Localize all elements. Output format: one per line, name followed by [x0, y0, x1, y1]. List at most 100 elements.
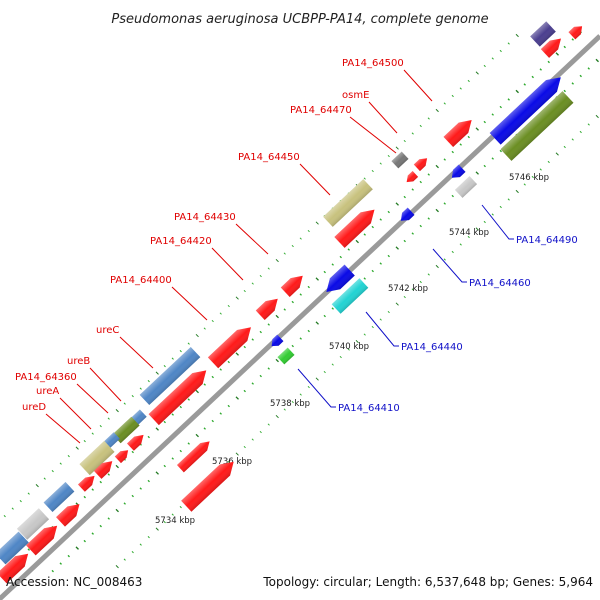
tick-mark	[275, 258, 279, 263]
tick-mark	[571, 82, 574, 85]
gene-shading	[391, 151, 409, 169]
tick-mark	[331, 263, 334, 266]
tick-mark	[307, 385, 310, 389]
tick-mark	[491, 157, 494, 160]
tick-mark	[507, 42, 510, 45]
tick-mark	[235, 396, 239, 400]
tick-mark	[339, 255, 342, 259]
tick-mark	[579, 74, 582, 78]
tick-mark	[203, 383, 206, 386]
tick-mark	[419, 224, 422, 228]
tick-mark	[83, 495, 86, 499]
tick-mark	[67, 455, 70, 458]
tick-mark	[243, 289, 246, 293]
gene-label: PA14_64450	[238, 152, 300, 163]
tick-mark	[547, 60, 550, 64]
tick-mark	[187, 342, 190, 345]
tick-mark	[379, 218, 382, 221]
tick-mark	[155, 471, 159, 475]
tick-mark	[403, 139, 406, 143]
tick-mark	[563, 89, 566, 93]
tick-mark	[99, 524, 102, 528]
tick-mark	[267, 323, 270, 326]
tick-mark	[131, 450, 134, 454]
gene-shading	[334, 209, 375, 248]
tick-mark	[411, 232, 414, 235]
tick-label: 5736 kbp	[212, 457, 252, 467]
tick-mark	[99, 424, 102, 428]
leader-line	[349, 116, 397, 154]
gene-feature	[127, 434, 144, 451]
gene-feature	[277, 347, 295, 365]
tick-mark	[379, 318, 382, 321]
tick-mark	[539, 68, 542, 71]
tick-mark	[139, 543, 142, 546]
gene-feature	[255, 298, 278, 320]
tick-mark	[259, 374, 262, 378]
tick-mark	[163, 420, 166, 424]
tick-mark	[131, 550, 134, 554]
tick-mark	[75, 446, 79, 450]
tick-mark	[563, 45, 566, 49]
tick-mark	[315, 377, 319, 381]
tick-mark	[115, 508, 119, 513]
tick-mark	[211, 375, 214, 379]
tick-mark	[251, 382, 254, 385]
tick-mark	[75, 546, 79, 550]
map-title: Pseudomonas aeruginosa UCBPP-PA14, compl…	[111, 12, 488, 27]
tick-mark	[443, 202, 446, 205]
tick-mark	[427, 217, 430, 220]
gene-shading	[16, 508, 50, 540]
gene-feature	[326, 264, 355, 292]
tick-mark	[483, 120, 486, 124]
gene-label: PA14_64460	[469, 278, 531, 289]
tick-mark	[339, 355, 342, 359]
tick-mark	[291, 400, 294, 404]
tick-mark	[243, 445, 246, 449]
leader-line	[211, 247, 244, 281]
tick-mark	[363, 277, 366, 280]
tick-mark	[555, 52, 559, 56]
tick-mark	[3, 515, 6, 518]
tick-mark	[139, 387, 142, 390]
tick-mark	[403, 195, 406, 199]
tick-mark	[427, 173, 430, 176]
tick-mark	[371, 325, 374, 329]
tick-mark	[283, 252, 286, 255]
tick-mark	[491, 57, 494, 60]
gene-shading	[400, 207, 415, 221]
tick-mark	[115, 564, 119, 569]
tick-mark	[131, 494, 134, 498]
tick-mark	[323, 270, 326, 274]
gene-shading	[127, 434, 144, 451]
tick-mark	[291, 344, 294, 348]
tick-mark	[171, 457, 174, 460]
tick-mark	[523, 83, 526, 86]
gene-label: PA14_64500	[342, 58, 404, 69]
tick-mark	[235, 296, 239, 300]
tick-mark	[403, 239, 406, 243]
tick-label: 5746 kbp	[509, 173, 549, 183]
gene-shading	[413, 158, 428, 172]
tick-mark	[331, 307, 334, 310]
leader-line	[299, 163, 331, 196]
tick-mark	[187, 398, 190, 401]
tick-mark	[219, 312, 222, 315]
tick-mark	[443, 158, 446, 161]
gene-feature	[207, 327, 251, 369]
gene-feature	[489, 77, 561, 145]
gene-feature	[454, 176, 478, 198]
tick-mark	[403, 295, 406, 299]
gene-shading	[451, 164, 466, 178]
tick-mark	[51, 470, 54, 473]
tick-mark	[579, 130, 582, 134]
gene-feature	[400, 207, 415, 221]
tick-mark	[91, 532, 94, 535]
tick-mark	[203, 327, 206, 330]
gene-feature	[26, 525, 58, 556]
tick-mark	[107, 417, 110, 420]
tick-mark	[307, 229, 310, 233]
tick-mark	[299, 393, 302, 396]
tick-mark	[163, 520, 166, 524]
gene-features	[0, 21, 583, 584]
